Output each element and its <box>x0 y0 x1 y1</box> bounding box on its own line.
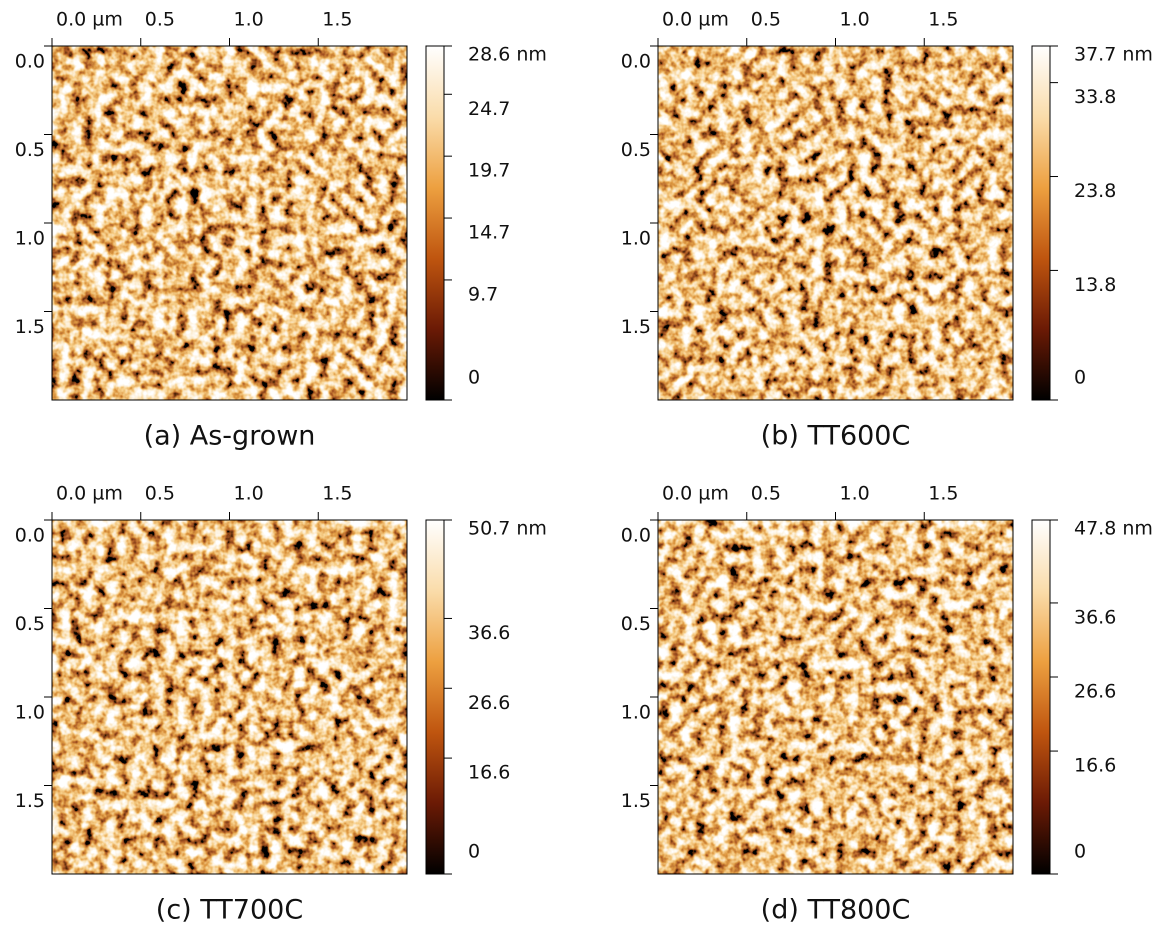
colorbar-label: 9.7 <box>468 283 498 305</box>
y-tick-label: 1.0 <box>621 702 651 724</box>
colorbar-label: 24.7 <box>468 98 510 120</box>
colorbar-label: 26.6 <box>468 692 510 714</box>
y-tick-label: 1.5 <box>621 316 651 338</box>
x-tick-label: 0.0 µm <box>662 9 729 31</box>
colorbar-label: 36.6 <box>1074 606 1116 628</box>
colorbar <box>1031 45 1051 401</box>
x-tick-label: 0.5 <box>751 9 781 31</box>
y-tick-label: 0.5 <box>621 613 651 635</box>
colorbar-label: 37.7 nm <box>1074 44 1153 66</box>
x-tick-label: 1.5 <box>322 483 352 505</box>
afm-image <box>658 520 1013 874</box>
x-tick-label: 0.5 <box>751 483 781 505</box>
x-tick-label: 1.0 <box>234 9 264 31</box>
colorbar <box>425 519 445 875</box>
y-tick-label: 0.5 <box>621 139 651 161</box>
x-tick-label: 1.5 <box>928 9 958 31</box>
colorbar-label: 26.6 <box>1074 681 1116 703</box>
caption: (a) As-grown <box>144 421 316 452</box>
colorbar <box>425 45 445 401</box>
y-tick-label: 1.0 <box>15 702 45 724</box>
y-tick-label: 1.0 <box>15 228 45 250</box>
colorbar-label: 33.8 <box>1074 86 1116 108</box>
y-tick-label: 1.5 <box>15 790 45 812</box>
afm-image <box>52 520 407 874</box>
caption: (b) TT600C <box>761 421 911 452</box>
y-tick-label: 1.0 <box>621 228 651 250</box>
y-tick-label: 1.5 <box>621 790 651 812</box>
x-tick-label: 1.0 <box>234 483 264 505</box>
x-tick-label: 0.5 <box>145 9 175 31</box>
colorbar-label: 19.7 <box>468 160 510 182</box>
x-tick-label: 0.0 µm <box>56 483 123 505</box>
colorbar-label: 36.6 <box>468 622 510 644</box>
y-tick-label: 0.5 <box>15 139 45 161</box>
x-tick-label: 0.5 <box>145 483 175 505</box>
colorbar-label: 16.6 <box>1074 755 1116 777</box>
caption: (c) TT700C <box>156 895 303 926</box>
y-tick-label: 0.5 <box>15 613 45 635</box>
colorbar-label: 28.6 nm <box>468 44 547 66</box>
colorbar-label: 0 <box>468 841 480 863</box>
y-tick-label: 0.0 <box>621 51 651 73</box>
x-tick-label: 1.5 <box>322 9 352 31</box>
x-tick-label: 0.0 µm <box>56 9 123 31</box>
colorbar-label: 47.8 nm <box>1074 518 1153 540</box>
colorbar <box>1031 519 1051 875</box>
colorbar-label: 23.8 <box>1074 180 1116 202</box>
x-tick-label: 1.0 <box>840 9 870 31</box>
x-tick-label: 1.5 <box>928 483 958 505</box>
x-tick-label: 1.0 <box>840 483 870 505</box>
y-tick-label: 1.5 <box>15 316 45 338</box>
afm-image <box>658 46 1013 400</box>
colorbar-label: 0 <box>1074 841 1086 863</box>
colorbar-label: 13.8 <box>1074 274 1116 296</box>
caption: (d) TT800C <box>761 895 911 926</box>
x-tick-label: 0.0 µm <box>662 483 729 505</box>
colorbar-label: 0 <box>1074 367 1086 389</box>
colorbar-label: 0 <box>468 367 480 389</box>
y-tick-label: 0.0 <box>15 51 45 73</box>
y-tick-label: 0.0 <box>621 525 651 547</box>
y-tick-label: 0.0 <box>15 525 45 547</box>
afm-image <box>52 46 407 400</box>
colorbar-label: 14.7 <box>468 222 510 244</box>
colorbar-label: 16.6 <box>468 762 510 784</box>
colorbar-label: 50.7 nm <box>468 518 547 540</box>
